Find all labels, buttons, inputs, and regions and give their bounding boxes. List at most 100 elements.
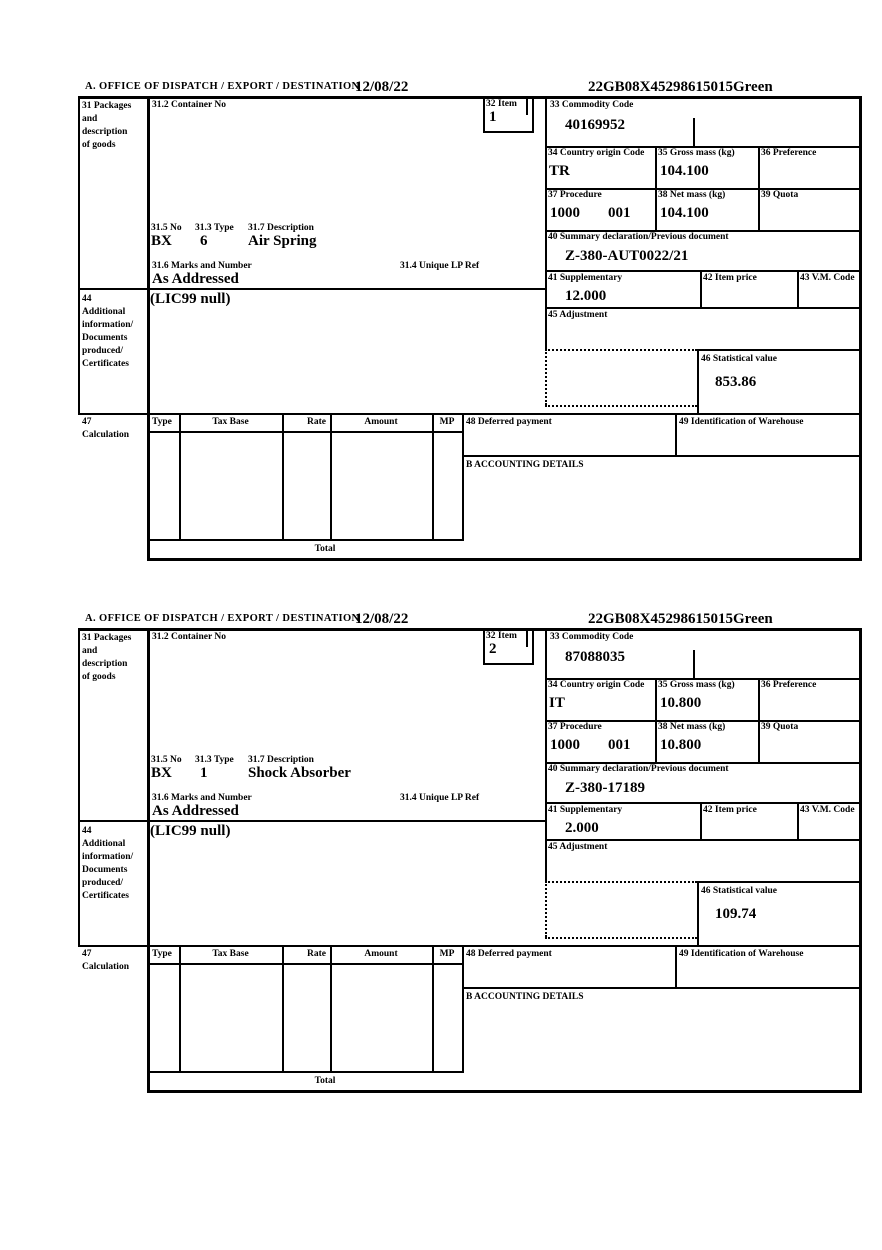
- box31-4-lp-ref-label: 31.4 Unique LP Ref: [400, 793, 480, 803]
- box32-item-label: 32 Item: [486, 99, 517, 109]
- marks-value: As Addressed: [152, 803, 239, 819]
- box44-additional-info-label: 44 Additional information/ Documents pro…: [82, 294, 134, 369]
- form-rule-line: [545, 230, 862, 232]
- calc-header-type: Type: [152, 417, 172, 427]
- calc-total-label: Total: [314, 1076, 336, 1086]
- net-mass-value: 104.100: [660, 205, 709, 221]
- box31-7-description-label: 31.7 Description: [248, 755, 314, 765]
- commodity-code-value: 40169952: [565, 117, 625, 133]
- form-rule-line: [483, 663, 534, 665]
- form-rule-line: [545, 405, 697, 407]
- calc-header-mp: MP: [439, 417, 455, 427]
- gross-mass-value: 104.100: [660, 163, 709, 179]
- box31-6-marks-label: 31.6 Marks and Number: [152, 793, 252, 803]
- calc-header-amount: Amount: [364, 949, 398, 959]
- routing-status: Green: [733, 79, 773, 95]
- form-rule-line: [697, 349, 862, 351]
- calc-header-mp: MP: [439, 949, 455, 959]
- previous-document-value: Z-380-AUT0022/21: [565, 248, 689, 264]
- form-rule-line: [693, 118, 695, 146]
- form-rule-line: [526, 628, 528, 647]
- form-rule-line: [545, 678, 862, 680]
- calc-header-rate: Rate: [307, 949, 326, 959]
- form-rule-line: [545, 146, 862, 148]
- box40-previous-doc-label: 40 Summary declaration/Previous document: [548, 232, 729, 242]
- box31-6-marks-label: 31.6 Marks and Number: [152, 261, 252, 271]
- form-rule-line: [545, 762, 862, 764]
- office-of-dispatch-label: A. OFFICE OF DISPATCH / EXPORT / DESTINA…: [85, 81, 360, 92]
- calc-header-tax-base: Tax Base: [212, 949, 249, 959]
- country-origin-value: TR: [549, 163, 570, 179]
- box31-5-no-label: 31.5 No: [151, 223, 182, 233]
- additional-info-value: (LIC99 null): [150, 823, 231, 839]
- form-rule-line: [655, 146, 657, 232]
- form-rule-line: [545, 802, 862, 804]
- goods-description-value: Shock Absorber: [248, 765, 351, 781]
- form-rule-line: [532, 96, 534, 133]
- box31-3-type-label: 31.3 Type: [195, 223, 234, 233]
- box31-3-type-label: 31.3 Type: [195, 755, 234, 765]
- form-rule-line: [526, 96, 528, 115]
- form-rule-line: [282, 945, 284, 1073]
- form-rule-line: [700, 270, 702, 309]
- box46-statistical-label: 46 Statistical value: [701, 886, 777, 896]
- box42-item-price-label: 42 Item price: [703, 805, 757, 815]
- form-rule-line: [148, 1071, 462, 1073]
- statistical-value: 853.86: [715, 374, 757, 390]
- form-rule-line: [148, 431, 462, 433]
- box45-adjustment-label: 45 Adjustment: [548, 310, 608, 320]
- form-rule-line: [78, 96, 862, 99]
- marks-value: As Addressed: [152, 271, 239, 287]
- form-rule-line: [700, 802, 702, 841]
- form-rule-line: [758, 678, 760, 764]
- box32-item-label: 32 Item: [486, 631, 517, 641]
- box31-7-description-label: 31.7 Description: [248, 223, 314, 233]
- statistical-value: 109.74: [715, 906, 757, 922]
- accounting-details-label: B ACCOUNTING DETAILS: [466, 992, 584, 1002]
- box31-4-lp-ref-label: 31.4 Unique LP Ref: [400, 261, 480, 271]
- form-rule-line: [78, 628, 80, 947]
- box35-gross-mass-label: 35 Gross mass (kg): [658, 148, 735, 158]
- form-rule-line: [78, 945, 862, 947]
- box45-adjustment-label: 45 Adjustment: [548, 842, 608, 852]
- box33-commodity-label: 33 Commodity Code: [550, 632, 634, 642]
- acceptance-date: 12/08/22: [355, 79, 409, 95]
- form-rule-line: [545, 349, 547, 405]
- form-rule-line: [545, 188, 862, 190]
- form-rule-line: [545, 720, 862, 722]
- box41-supplementary-label: 41 Supplementary: [548, 805, 623, 815]
- box39-quota-label: 39 Quota: [761, 722, 799, 732]
- form-rule-line: [859, 628, 862, 1091]
- procedure-value: 1000: [550, 737, 580, 753]
- item-number-value: 2: [489, 641, 497, 657]
- form-rule-line: [545, 881, 697, 883]
- box31-packages-label: 31 Packages and description of goods: [82, 633, 132, 682]
- form-rule-line: [78, 820, 547, 822]
- supplementary-value: 12.000: [565, 288, 607, 304]
- item-number-value: 1: [489, 109, 497, 125]
- calc-total-label: Total: [314, 544, 336, 554]
- form-rule-line: [78, 628, 862, 631]
- box36-preference-label: 36 Preference: [761, 680, 817, 690]
- box33-commodity-label: 33 Commodity Code: [550, 100, 634, 110]
- calc-header-rate: Rate: [307, 417, 326, 427]
- form-rule-line: [179, 413, 181, 541]
- box48-deferred-label: 48 Deferred payment: [466, 949, 552, 959]
- box40-previous-doc-label: 40 Summary declaration/Previous document: [548, 764, 729, 774]
- form-rule-line: [693, 650, 695, 678]
- goods-description-value: Air Spring: [248, 233, 317, 249]
- procedure-2-value: 001: [608, 737, 631, 753]
- form-rule-line: [697, 881, 699, 945]
- package-no-value: BX: [151, 233, 172, 249]
- procedure-2-value: 001: [608, 205, 631, 221]
- gross-mass-value: 10.800: [660, 695, 702, 711]
- box43-vm-code-label: 43 V.M. Code: [800, 805, 855, 815]
- box47-calculation-label: 47 Calculation: [82, 949, 129, 972]
- form-rule-line: [675, 413, 677, 457]
- form-rule-line: [797, 270, 799, 309]
- form-rule-line: [462, 945, 464, 1073]
- package-no-value: BX: [151, 765, 172, 781]
- form-rule-line: [78, 288, 547, 290]
- additional-info-value: (LIC99 null): [150, 291, 231, 307]
- form-rule-line: [282, 413, 284, 541]
